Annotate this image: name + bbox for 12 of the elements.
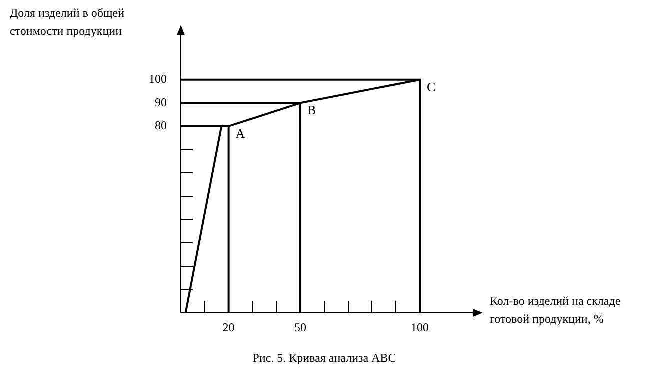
x-tick-label: 100 xyxy=(411,320,430,334)
y-axis-title: Доля изделий в общей стоимости продукции xyxy=(10,5,126,40)
x-tick-label: 50 xyxy=(294,320,307,334)
annotation: A xyxy=(236,126,246,141)
y-tick-label: 100 xyxy=(149,72,167,86)
x-axis-title: Кол-во изделий на складе готовой продукции, % xyxy=(490,293,622,328)
y-tick-label: 90 xyxy=(155,95,167,110)
annotation: B xyxy=(308,102,317,118)
y-tick-label: 80 xyxy=(155,118,167,133)
text: Рис. 5. Кривая анализа ABC xyxy=(252,350,398,367)
annotation: C xyxy=(427,79,436,94)
x-tick-label: 20 xyxy=(222,320,235,334)
